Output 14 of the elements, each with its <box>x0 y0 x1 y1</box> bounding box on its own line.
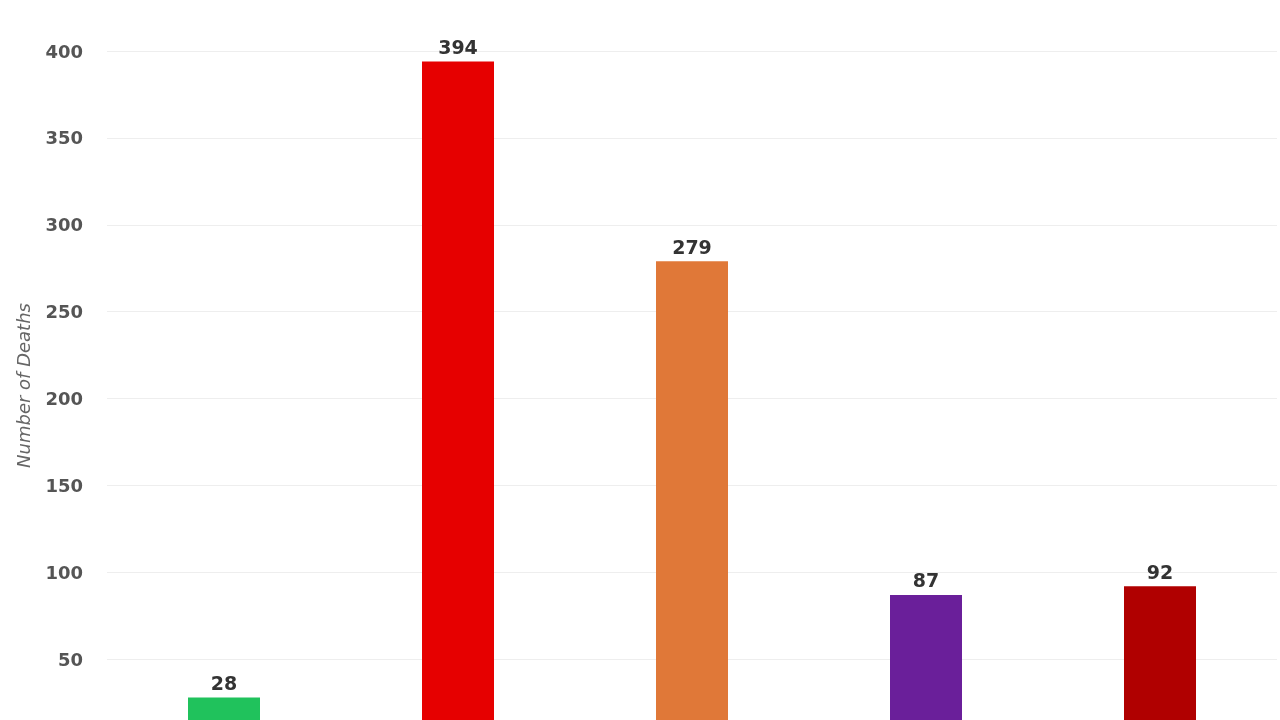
y-tick-label: 300 <box>45 214 83 236</box>
y-tick-label: 350 <box>45 127 83 149</box>
data-label: 28 <box>210 671 238 694</box>
data-label: 279 <box>672 235 712 258</box>
y-tick-label: 250 <box>45 301 83 323</box>
data-label: 87 <box>912 569 940 592</box>
y-tick-label: 200 <box>45 388 83 410</box>
data-label: 394 <box>438 35 478 58</box>
y-tick-label: 150 <box>45 474 83 496</box>
y-tick-label: 100 <box>45 561 83 583</box>
y-tick-label: 50 <box>57 648 83 670</box>
y-tick-label: 400 <box>45 40 83 62</box>
data-label: 92 <box>1146 560 1174 583</box>
y-axis-title: Number of Deaths <box>12 303 34 468</box>
